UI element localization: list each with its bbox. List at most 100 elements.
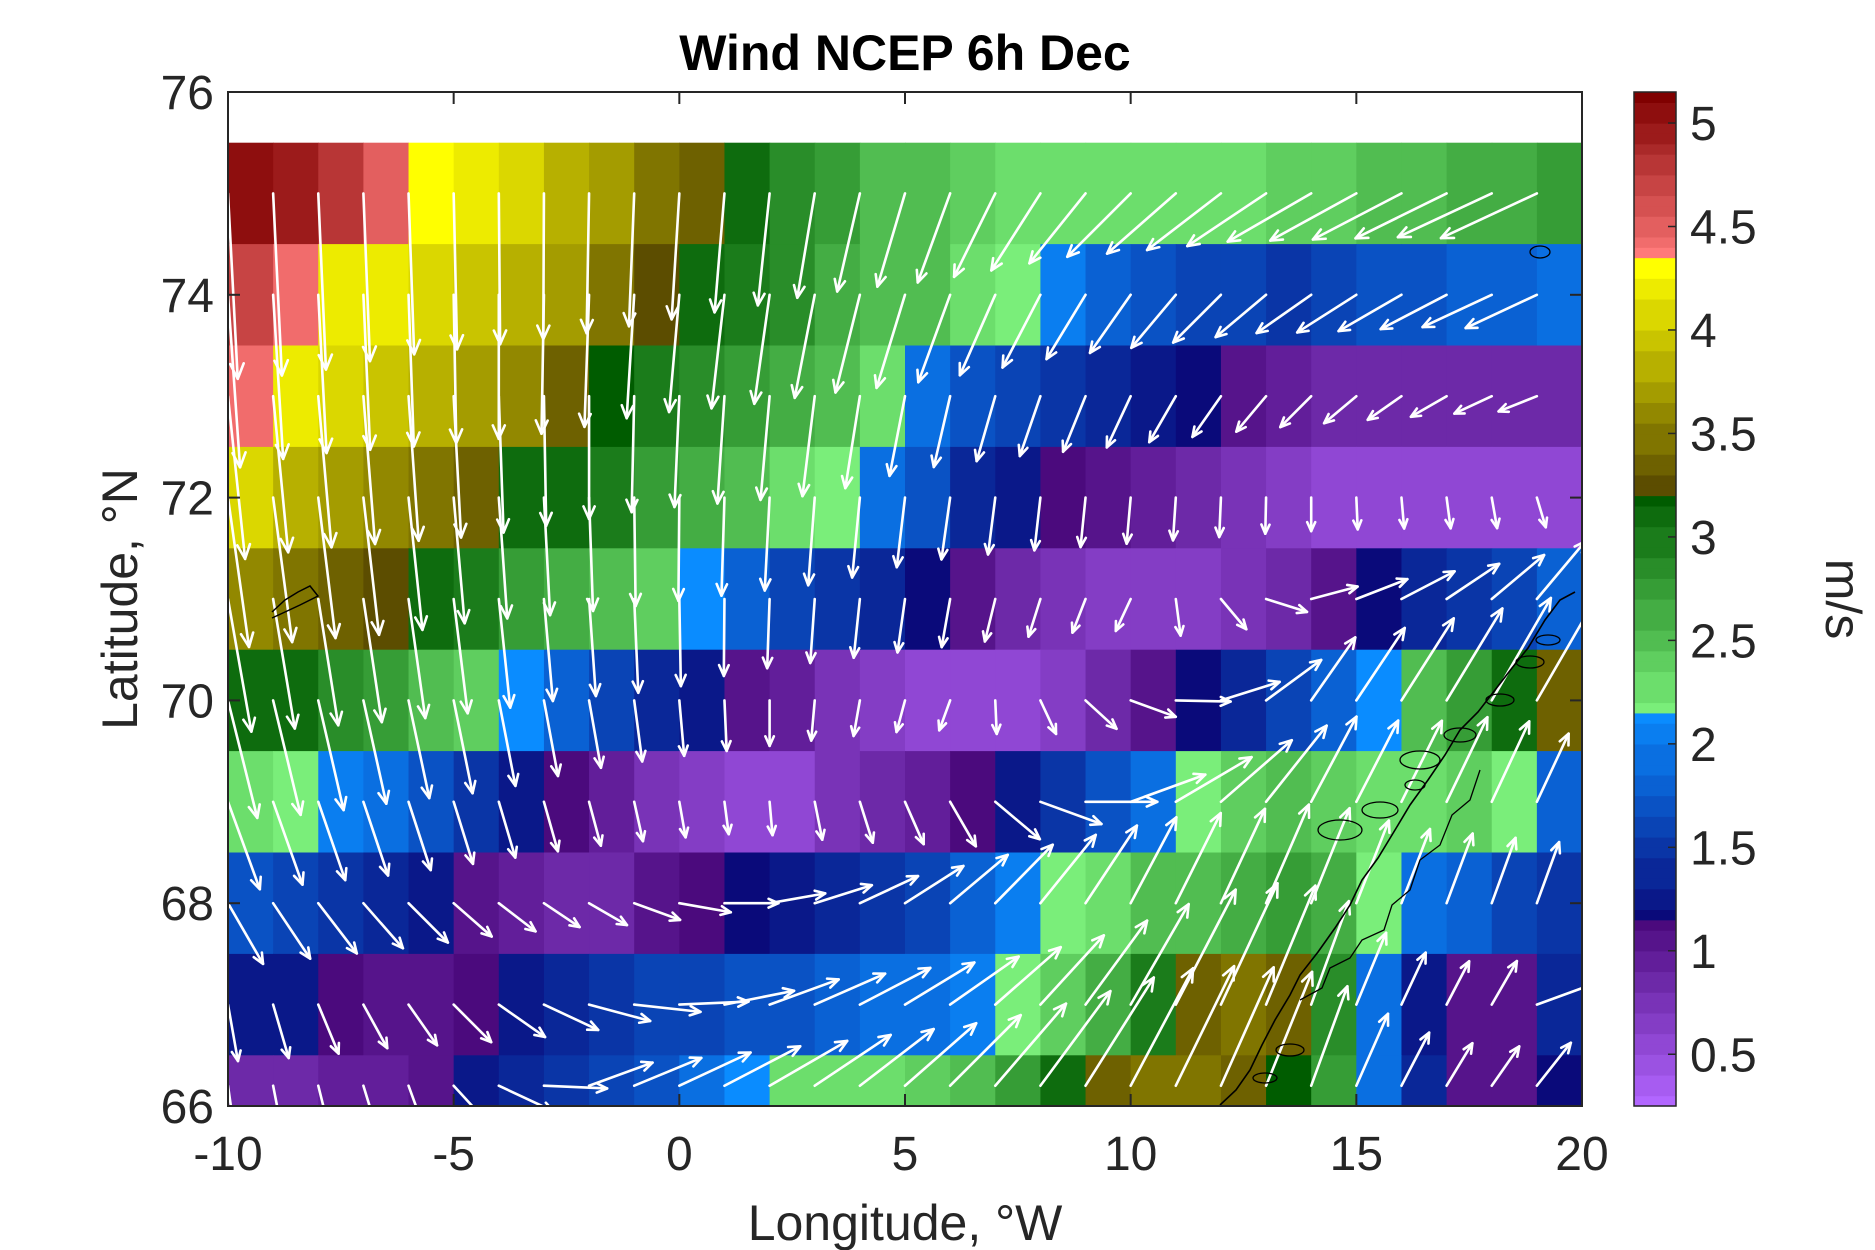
heatmap-cell <box>318 953 364 1056</box>
wind-arrow-shaft <box>723 699 728 753</box>
wind-arrow-shaft <box>1235 394 1268 433</box>
wind-arrow-shaft <box>1295 293 1358 334</box>
colorbar-segment <box>1634 930 1676 942</box>
heatmap-cell <box>1175 852 1222 955</box>
wind-arrow-shaft <box>271 597 297 730</box>
wind-arrow-head <box>480 1115 493 1129</box>
island-outline <box>1317 819 1363 841</box>
wind-arrow <box>632 800 647 843</box>
wind-arrow-head <box>1147 430 1160 444</box>
wind-arrow-shaft <box>407 496 424 632</box>
wind-arrow <box>1445 832 1475 905</box>
wind-arrow-shaft <box>986 496 997 556</box>
wind-arrow-head <box>914 832 926 846</box>
colorbar-segment <box>1634 319 1676 331</box>
wind-arrow-shaft <box>795 192 817 300</box>
wind-arrow-head <box>1338 806 1352 823</box>
wind-arrow-shaft <box>801 394 817 498</box>
wind-arrow <box>813 882 874 905</box>
wind-arrow-head <box>1311 228 1327 241</box>
heatmap-cell <box>589 244 635 347</box>
wind-arrow-shaft <box>1129 902 1190 1006</box>
colorbar-segment <box>1634 785 1676 797</box>
wind-arrow-shaft <box>1396 192 1494 239</box>
heatmap-cell <box>1401 852 1448 955</box>
wind-arrow-head <box>706 394 720 410</box>
heatmap-cell <box>1085 1055 1132 1107</box>
wind-arrow <box>1219 597 1248 631</box>
colorbar-segment <box>1634 309 1676 321</box>
wind-arrow <box>1084 795 1159 808</box>
wind-arrow-head <box>1416 951 1428 965</box>
wind-arrow-head <box>242 716 257 733</box>
colorbar-segment <box>1634 661 1676 673</box>
wind-arrow <box>717 597 730 678</box>
colorbar-segment <box>1634 123 1676 134</box>
wind-arrow-head <box>663 397 677 414</box>
wind-arrow-head <box>1105 718 1118 731</box>
wind-arrow <box>873 293 907 390</box>
wind-arrow <box>1295 293 1358 334</box>
wind-arrow-head <box>877 1033 892 1047</box>
wind-arrow-shaft <box>1105 394 1132 449</box>
wind-arrow <box>1219 738 1294 804</box>
wind-arrow-shaft <box>1219 738 1294 804</box>
wind-arrow-head <box>1297 803 1311 820</box>
wind-arrow <box>1309 583 1359 601</box>
wind-arrow-shaft <box>497 496 509 620</box>
wind-arrow-shaft <box>678 597 683 688</box>
colorbar-segment <box>1634 578 1676 590</box>
wind-arrow <box>1309 985 1350 1088</box>
wind-arrow-shaft <box>948 955 1020 1006</box>
wind-arrow <box>1084 976 1156 1088</box>
wind-arrow-head <box>492 329 508 346</box>
heatmap-cell <box>1536 953 1583 1056</box>
wind-arrow-head <box>631 679 645 695</box>
wind-arrow-shaft <box>587 597 598 698</box>
wind-arrow-head <box>280 1045 292 1060</box>
wind-arrow-shaft <box>858 1027 935 1088</box>
heatmap-cell <box>498 751 545 854</box>
wind-arrow <box>1398 496 1409 530</box>
wind-arrow-head <box>1047 722 1058 736</box>
wind-arrow-shaft <box>1255 293 1313 335</box>
y-tick-label: 76 <box>161 67 214 120</box>
wind-arrow-shaft <box>835 192 862 293</box>
wind-arrow <box>1379 293 1448 331</box>
wind-arrow-head <box>1223 888 1237 906</box>
wind-arrow-shaft <box>723 800 731 836</box>
wind-arrow-shaft <box>1490 720 1531 804</box>
wind-arrow-shaft <box>716 394 726 505</box>
wind-arrow-head <box>639 1060 654 1072</box>
wind-arrow <box>587 901 629 927</box>
heatmap-cell <box>318 1055 364 1107</box>
wind-arrow-shaft <box>1039 699 1058 736</box>
colorbar-segment <box>1634 816 1676 828</box>
wind-arrow <box>1337 293 1403 333</box>
wind-arrow-head <box>1226 230 1242 243</box>
wind-arrow-shaft <box>1039 989 1112 1088</box>
wind-arrow <box>362 800 391 877</box>
wind-arrow <box>708 192 726 314</box>
wind-arrow-head <box>885 462 898 478</box>
wind-arrow-head <box>1052 1002 1068 1018</box>
wind-arrow <box>1129 902 1190 1006</box>
colorbar-segment <box>1634 236 1676 248</box>
wind-arrow <box>768 977 840 1006</box>
wind-arrow <box>449 192 465 351</box>
heatmap-cell <box>1085 649 1132 752</box>
wind-arrow-shaft <box>1309 899 1351 1006</box>
colorbar-segment <box>1634 402 1676 414</box>
y-tick-label: 72 <box>161 473 214 526</box>
wind-arrow-shaft <box>1490 596 1553 702</box>
wind-arrow-shaft <box>993 800 1042 841</box>
wind-arrow <box>1264 970 1314 1088</box>
wind-arrow-shaft <box>1001 293 1042 369</box>
wind-arrow <box>226 800 263 891</box>
wind-arrow-head <box>833 1039 849 1053</box>
wind-arrow-shaft <box>316 1084 331 1132</box>
colorbar-segment <box>1634 774 1676 786</box>
wind-arrow-shaft <box>896 597 907 654</box>
heatmap-cell <box>1266 852 1312 955</box>
wind-arrow <box>226 1003 242 1063</box>
